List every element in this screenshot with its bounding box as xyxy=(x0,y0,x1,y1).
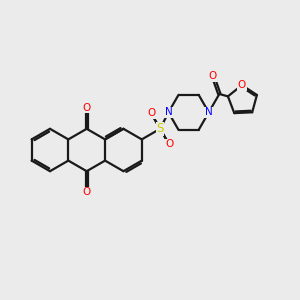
Text: N: N xyxy=(165,107,172,117)
Text: O: O xyxy=(209,71,217,81)
Text: O: O xyxy=(238,80,246,90)
Text: S: S xyxy=(156,122,164,135)
Text: O: O xyxy=(82,188,91,197)
Text: O: O xyxy=(82,103,91,112)
Text: N: N xyxy=(205,107,213,117)
Text: O: O xyxy=(165,140,173,149)
Text: O: O xyxy=(147,108,155,118)
